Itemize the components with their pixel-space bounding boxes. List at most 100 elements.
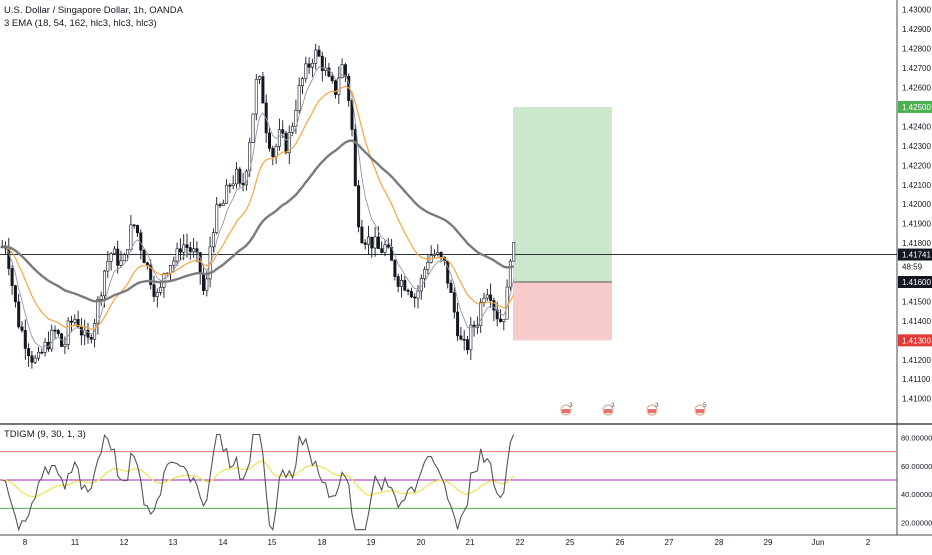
candle-body[interactable] xyxy=(330,76,334,82)
candle-body[interactable] xyxy=(314,49,318,64)
candle-body[interactable] xyxy=(221,203,225,206)
candle-body[interactable] xyxy=(373,236,377,249)
candle-body[interactable] xyxy=(225,184,229,204)
candle-body[interactable] xyxy=(281,129,285,134)
candle-body[interactable] xyxy=(426,261,430,270)
stop-zone[interactable] xyxy=(513,282,612,341)
candle-body[interactable] xyxy=(159,287,163,293)
candle-body[interactable] xyxy=(489,294,493,301)
candle-body[interactable] xyxy=(327,67,331,77)
candle-body[interactable] xyxy=(96,299,100,324)
candle-body[interactable] xyxy=(73,319,77,323)
candle-body[interactable] xyxy=(459,335,463,340)
candle-body[interactable] xyxy=(99,295,103,300)
candle-body[interactable] xyxy=(10,268,14,286)
candle-body[interactable] xyxy=(205,278,209,291)
candle-body[interactable] xyxy=(380,248,384,253)
candle-body[interactable] xyxy=(413,296,417,299)
candle-body[interactable] xyxy=(370,236,374,249)
candle-body[interactable] xyxy=(86,330,90,338)
candle-body[interactable] xyxy=(36,351,40,359)
oscillator-legend[interactable]: TDIGM (9, 30, 1, 3) xyxy=(4,429,86,440)
candle-body[interactable] xyxy=(112,248,116,254)
symbol-legend[interactable]: U.S. Dollar / Singapore Dollar, 1h, OAND… xyxy=(4,5,183,16)
candle-body[interactable] xyxy=(33,357,37,363)
candle-body[interactable] xyxy=(386,244,390,248)
candle-body[interactable] xyxy=(192,248,196,252)
candle-body[interactable] xyxy=(274,146,278,157)
candle-body[interactable] xyxy=(23,330,27,349)
candle-body[interactable] xyxy=(172,260,176,266)
candle-body[interactable] xyxy=(284,132,288,154)
candle-body[interactable] xyxy=(376,236,380,249)
candle-body[interactable] xyxy=(182,244,186,253)
candle-body[interactable] xyxy=(241,182,245,186)
candle-body[interactable] xyxy=(13,285,17,303)
candle-body[interactable] xyxy=(297,85,301,111)
candle-body[interactable] xyxy=(63,344,67,347)
candle-body[interactable] xyxy=(317,49,321,57)
candle-body[interactable] xyxy=(70,320,74,323)
candle-body[interactable] xyxy=(456,311,460,337)
candle-body[interactable] xyxy=(254,79,258,115)
candle-body[interactable] xyxy=(307,63,311,68)
ema-study-legend[interactable]: 3 EMA (18, 54, 162, hlc3, hlc3, hlc3) xyxy=(4,18,157,29)
candle-body[interactable] xyxy=(66,320,70,345)
candle-body[interactable] xyxy=(251,113,255,143)
candle-body[interactable] xyxy=(465,339,469,351)
candle-body[interactable] xyxy=(512,242,516,262)
candle-body[interactable] xyxy=(132,224,136,227)
candle-body[interactable] xyxy=(106,261,110,272)
candle-body[interactable] xyxy=(145,262,149,266)
candle-body[interactable] xyxy=(129,224,133,250)
candle-body[interactable] xyxy=(43,341,47,353)
candle-body[interactable] xyxy=(482,297,486,303)
candle-body[interactable] xyxy=(304,63,308,79)
candle-body[interactable] xyxy=(502,318,506,322)
price-tag[interactable] xyxy=(898,100,932,113)
candle-body[interactable] xyxy=(287,131,291,154)
candle-body[interactable] xyxy=(149,264,153,285)
candle-body[interactable] xyxy=(340,64,344,79)
candle-body[interactable] xyxy=(409,291,413,298)
candle-body[interactable] xyxy=(79,326,83,336)
candle-body[interactable] xyxy=(350,100,354,130)
candle-body[interactable] xyxy=(479,301,483,326)
candle-body[interactable] xyxy=(423,269,427,279)
candle-body[interactable] xyxy=(142,249,146,264)
candle-body[interactable] xyxy=(485,294,489,299)
candle-body[interactable] xyxy=(449,282,453,293)
candle-body[interactable] xyxy=(116,248,120,266)
candle-body[interactable] xyxy=(228,184,232,187)
candle-body[interactable] xyxy=(271,148,275,157)
candle-body[interactable] xyxy=(155,292,159,297)
candle-body[interactable] xyxy=(175,248,179,262)
candle-body[interactable] xyxy=(416,290,420,299)
candle-body[interactable] xyxy=(452,292,456,313)
candle-body[interactable] xyxy=(178,248,182,253)
candle-body[interactable] xyxy=(277,129,281,147)
candle-body[interactable] xyxy=(218,204,222,206)
candle-body[interactable] xyxy=(56,330,60,335)
candle-body[interactable] xyxy=(291,126,295,133)
candle-body[interactable] xyxy=(363,242,367,245)
candle-body[interactable] xyxy=(357,185,361,228)
candle-body[interactable] xyxy=(396,276,400,287)
candle-body[interactable] xyxy=(267,132,271,149)
candle-body[interactable] xyxy=(17,301,21,328)
candle-body[interactable] xyxy=(89,337,93,340)
candle-body[interactable] xyxy=(40,351,44,354)
candle-body[interactable] xyxy=(185,244,189,248)
candle-body[interactable] xyxy=(343,64,347,77)
candle-body[interactable] xyxy=(76,319,80,328)
candle-body[interactable] xyxy=(403,280,407,291)
candle-body[interactable] xyxy=(109,253,113,262)
candle-body[interactable] xyxy=(169,264,173,274)
candle-body[interactable] xyxy=(393,260,397,277)
candle-body[interactable] xyxy=(119,260,123,266)
candle-body[interactable] xyxy=(436,252,440,255)
candle-body[interactable] xyxy=(261,76,265,104)
candle-body[interactable] xyxy=(469,324,473,351)
